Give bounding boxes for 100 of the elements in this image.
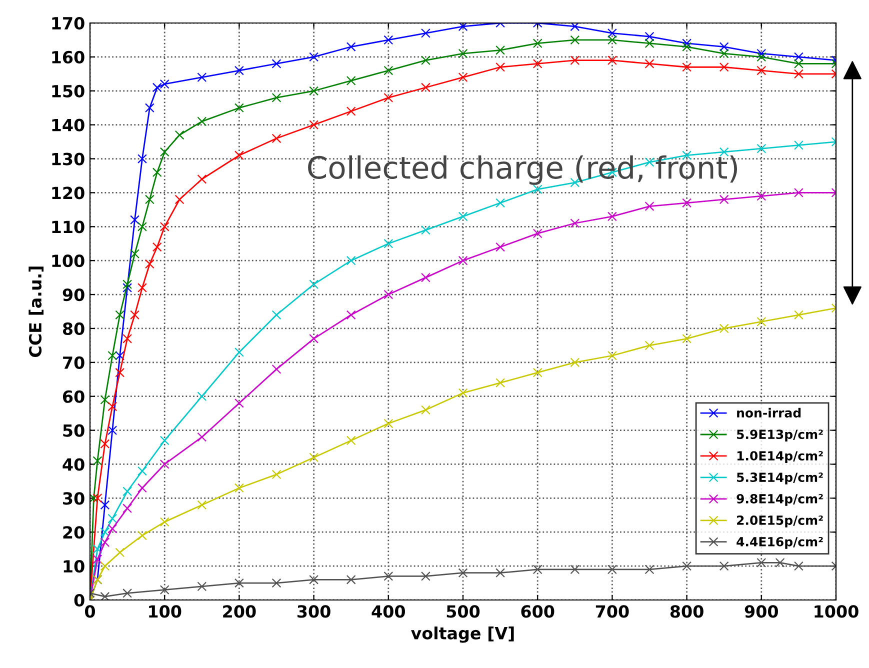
point	[108, 524, 118, 534]
point	[90, 493, 98, 503]
point	[719, 561, 729, 571]
point	[309, 120, 319, 130]
point	[719, 42, 729, 52]
point	[794, 69, 804, 79]
point	[174, 130, 184, 140]
point	[496, 45, 506, 55]
point	[384, 35, 394, 45]
point	[234, 348, 244, 357]
point	[144, 194, 154, 204]
y-tick-label: 20	[63, 526, 84, 539]
point	[794, 310, 804, 320]
x-tick-label: 500	[446, 605, 480, 618]
point	[532, 184, 542, 194]
x-tick-label: 800	[670, 605, 704, 618]
x-tick-label: 900	[744, 605, 778, 618]
point	[496, 378, 506, 388]
x-axis-title: voltage [V]	[411, 626, 514, 643]
x-tick-label: 100	[149, 605, 182, 618]
point	[234, 150, 244, 160]
x-tick-label: 600	[521, 605, 554, 618]
y-tick-label: 40	[62, 458, 84, 471]
point	[496, 568, 506, 578]
point	[756, 48, 766, 58]
y-tick-label: 150	[52, 84, 84, 98]
x-tick-label: 0	[85, 605, 95, 618]
point	[115, 548, 125, 558]
point	[197, 116, 207, 126]
point	[122, 280, 132, 290]
y-tick-label: 130	[52, 152, 84, 166]
point	[794, 561, 804, 571]
point	[115, 310, 125, 320]
point	[794, 52, 804, 62]
point	[272, 59, 282, 68]
point	[197, 174, 207, 184]
x-tick-label: 400	[372, 605, 405, 618]
point	[570, 23, 580, 32]
point	[384, 418, 394, 428]
legend-label: 1.0E14p/cm²	[737, 451, 823, 463]
point	[346, 574, 356, 584]
point	[309, 574, 319, 584]
point	[346, 436, 356, 446]
point	[234, 578, 244, 588]
y-tick-label: 110	[52, 220, 84, 234]
point	[234, 103, 244, 113]
point	[272, 310, 282, 320]
point	[644, 340, 654, 350]
point	[160, 436, 170, 446]
point	[682, 38, 692, 48]
y-axis-title: CCE [a.u.]	[28, 266, 44, 357]
point	[272, 578, 282, 588]
x-tick-label: 700	[596, 605, 629, 618]
point	[122, 334, 132, 344]
point	[570, 35, 580, 45]
point	[384, 92, 394, 102]
point	[160, 147, 170, 157]
y-tick-label: 30	[63, 492, 84, 505]
point	[458, 212, 468, 222]
point	[458, 72, 468, 82]
point	[144, 259, 154, 269]
point	[122, 283, 132, 292]
point	[420, 272, 430, 282]
point	[458, 256, 468, 266]
point	[458, 388, 468, 398]
point	[130, 310, 140, 320]
point	[719, 48, 729, 58]
point	[234, 66, 244, 76]
y-tick-label: 160	[52, 50, 84, 64]
point	[607, 350, 617, 360]
point	[756, 66, 766, 76]
point	[775, 558, 785, 568]
point	[309, 86, 319, 96]
point	[100, 395, 110, 404]
point	[644, 202, 654, 212]
point	[607, 35, 617, 45]
point	[607, 28, 617, 38]
point	[607, 564, 617, 574]
point	[138, 466, 147, 476]
point	[160, 222, 170, 232]
point	[100, 527, 110, 537]
point	[197, 582, 207, 592]
point	[570, 564, 580, 574]
point	[138, 154, 147, 164]
point	[719, 62, 729, 72]
legend-label: 2.0E15p/cm²	[737, 515, 823, 528]
point	[197, 432, 207, 442]
point	[532, 228, 542, 238]
x-tick-label: 200	[223, 605, 256, 618]
point	[122, 504, 132, 514]
point	[138, 222, 147, 232]
point	[272, 134, 282, 144]
point	[92, 554, 102, 564]
point	[122, 486, 132, 496]
y-tick-label: 80	[62, 322, 84, 336]
x-tick-label: 300	[298, 605, 330, 618]
point	[794, 59, 804, 68]
point	[272, 470, 282, 480]
point	[174, 194, 184, 204]
point	[346, 310, 356, 320]
